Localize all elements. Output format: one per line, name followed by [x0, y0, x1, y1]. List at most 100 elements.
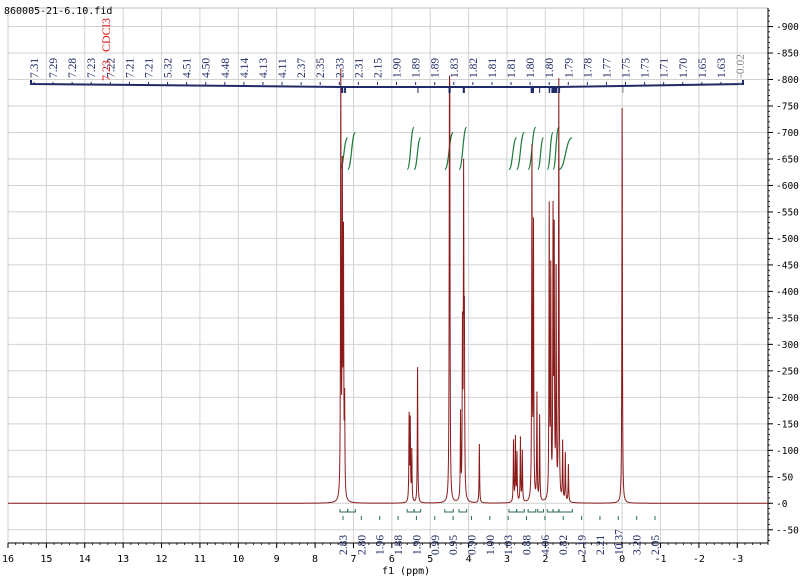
peak-label: 7.29 — [48, 58, 60, 78]
peak-label: 1.79 — [563, 58, 575, 78]
integral-label: 0.95 — [448, 535, 460, 555]
y-tick-label: -100 — [776, 446, 799, 457]
peak-label: 4.48 — [220, 58, 232, 78]
spectrum-peak — [536, 391, 538, 393]
spectrum-peak — [532, 217, 535, 219]
file-label: 860005-21-6.10.fid — [4, 6, 112, 17]
integral-curve — [347, 131, 356, 171]
x-tick-label: 10 — [232, 554, 244, 565]
peak-label: 2.35 — [315, 58, 327, 78]
peak-label: 7.21 — [143, 58, 155, 78]
peak-label: 5.32 — [163, 58, 175, 78]
solvent-label: CDCl3 — [99, 18, 113, 52]
y-tick-label: --50 — [776, 525, 799, 536]
peak-label: 2.31 — [353, 58, 365, 78]
peak-label: 1.75 — [621, 58, 633, 78]
peak-label: 7.22 — [105, 58, 117, 78]
x-axis: 16 15 14 13 12 11 10 9 8 7 6 5 4 3 2 1 0 -1 -2 -3 — [2, 542, 769, 565]
integral-label: 2.21 — [595, 535, 607, 555]
x-tick-label: 14 — [79, 554, 91, 565]
y-axis: --50 -0 -50 -100 -150 -200 -250 -300 -350 -400 -45… — [767, 8, 799, 543]
integral-labels: 2.83 2.80 1.96 1.88 1.90 0.99 0.95 0.90 1.00 1.03… — [338, 516, 662, 555]
peak-label: 1.73 — [640, 58, 652, 78]
integral-label: 0.88 — [522, 535, 534, 555]
peak-label: 1.80 — [544, 58, 556, 78]
x-tick-label: 6 — [389, 554, 395, 565]
integral-bracket — [516, 509, 525, 513]
spectrum-peak — [516, 450, 518, 453]
integral-curve — [546, 131, 554, 171]
peak-label: 1.89 — [430, 58, 442, 78]
x-tick-label: -3 — [731, 554, 743, 565]
spectrum-peak — [409, 415, 411, 417]
peak-label: 2.37 — [296, 58, 308, 78]
y-tick-label: -450 — [776, 260, 799, 271]
grid — [7, 7, 769, 544]
x-tick-label: 15 — [40, 554, 52, 565]
integral-label: 0.99 — [430, 535, 442, 555]
spectrum-peak — [552, 200, 554, 203]
peak-labels: 7.31 7.29 7.28 7.23 7.22 7.21 7.21 5.32 4.51 4.50… — [29, 54, 747, 78]
y-tick-label: -550 — [776, 207, 799, 218]
x-tick-label: 11 — [194, 554, 206, 565]
spectrum-peak — [512, 439, 515, 441]
integral-label: 1.03 — [503, 535, 515, 555]
spectrum-line — [8, 68, 768, 504]
peak-label: 2.15 — [372, 58, 384, 78]
spectrum-peak — [567, 463, 570, 466]
spectrum-trace — [8, 68, 768, 504]
y-tick-label: -700 — [776, 128, 799, 139]
x-tick-label: 8 — [312, 554, 318, 565]
y-tick-label: -800 — [776, 75, 799, 86]
integral-label: 3.20 — [632, 535, 644, 555]
peak-label: -0.02 — [735, 54, 747, 78]
y-tick-label: -0 — [776, 499, 788, 510]
peak-label: 1.82 — [468, 58, 480, 78]
integral-label: 1.88 — [393, 535, 405, 555]
spectrum-peak — [562, 439, 564, 441]
y-tick-label: -350 — [776, 313, 799, 324]
integral-bracket — [413, 509, 422, 513]
x-tick-label: 3 — [504, 554, 510, 565]
integral-label: 2.19 — [577, 535, 589, 555]
spectrum-peak — [514, 435, 517, 437]
integral-curve — [406, 126, 415, 171]
x-tick-label: 9 — [274, 554, 280, 565]
y-tick-label: -400 — [776, 287, 799, 298]
peak-label: 7.28 — [67, 58, 79, 78]
peak-label: 1.83 — [449, 58, 461, 78]
integral-curve — [458, 126, 468, 171]
peak-label: 2.33 — [334, 58, 346, 78]
integral-curve — [558, 137, 573, 171]
spectrum-peak — [555, 264, 557, 266]
integral-curve — [537, 137, 545, 171]
spectrum-peak — [461, 311, 464, 313]
x-tick-label: -1 — [655, 554, 667, 565]
spectrum-peak — [342, 221, 345, 223]
integral-bracket — [527, 509, 537, 513]
peak-label: 1.77 — [601, 58, 613, 78]
y-tick-label: -900 — [776, 22, 799, 33]
spectrum-peak — [621, 107, 623, 110]
y-tick-label: -250 — [776, 366, 799, 377]
spectrum-peak — [478, 443, 480, 446]
spectrum-peak — [449, 97, 451, 99]
integral-label: 4.06 — [540, 535, 552, 555]
y-tick-label: -850 — [776, 49, 799, 60]
x-tick-label: 0 — [619, 554, 625, 565]
integral-curve — [552, 126, 560, 171]
integral-label: 2.83 — [338, 535, 350, 555]
peak-label: 1.89 — [411, 58, 423, 78]
x-tick-label: 13 — [117, 554, 129, 565]
peak-label: 1.80 — [525, 58, 537, 78]
x-tick-label: 4 — [466, 554, 472, 565]
spectrum-peak — [463, 158, 465, 160]
peak-label: 7.23 — [86, 58, 98, 78]
spectrum-peak — [340, 68, 342, 70]
peak-label: 1.81 — [506, 58, 518, 78]
integral-curve — [515, 131, 525, 171]
y-tick-label: -500 — [776, 234, 799, 245]
integral-label: 0.90 — [466, 535, 478, 555]
peak-label: 1.81 — [487, 58, 499, 78]
